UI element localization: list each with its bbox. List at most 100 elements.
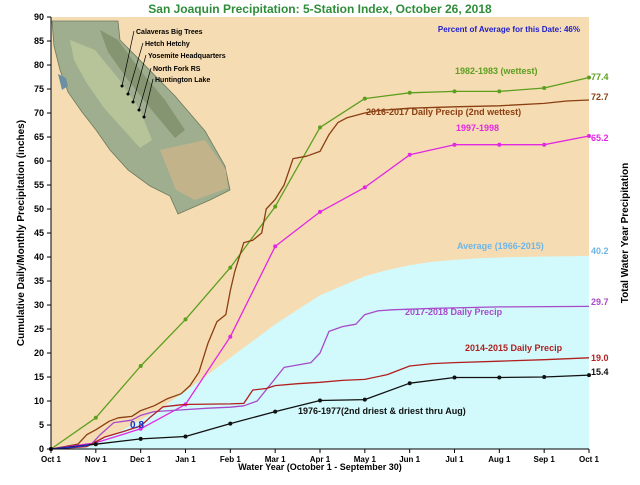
y-tick-label: 85 [34, 36, 44, 46]
station-marker [120, 84, 124, 88]
series-point-1982-1983-wettest [542, 86, 547, 90]
chart-title: San Joaquin Precipitation: 5-Station Ind… [148, 2, 492, 16]
y-tick-label: 20 [34, 348, 44, 358]
y-tick-label: 90 [34, 12, 44, 22]
series-point-1982-1983-wettest [273, 204, 278, 209]
sierra-nevada [100, 30, 185, 138]
station-label: Calaveras Big Trees [136, 29, 203, 36]
series-point-1997-1998 [587, 134, 591, 138]
station-label: North Fork RS [153, 66, 201, 73]
station-marker [131, 100, 135, 104]
series-label-2014-2015-daily-precip: 2014-2015 Daily Precip [465, 343, 563, 353]
y-tick-label: 25 [34, 324, 44, 334]
series-point-1997-1998 [542, 142, 547, 147]
series-point-1997-1998 [407, 152, 412, 157]
series-total-2014-2015-daily-precip: 19.0 [591, 353, 609, 363]
series-total-1997-1998: 65.2 [591, 133, 609, 143]
station-leader-line [132, 54, 147, 103]
series-point-1982-1983-wettest [138, 364, 143, 368]
station-label: Hetch Hetchy [145, 41, 190, 48]
series-point-1976-1977-2nd-driest-driest-thru-aug [138, 436, 143, 441]
series-point-1997-1998 [228, 334, 233, 339]
station-leader-line [138, 67, 152, 111]
x-tick-label: Dec 1 [130, 455, 152, 464]
series-point-1997-1998 [452, 142, 457, 147]
california-inset-map [51, 20, 231, 215]
series-point-1976-1977-2nd-driest-driest-thru-aug [228, 421, 233, 426]
series-point-1997-1998 [318, 209, 322, 214]
series-point-1976-1977-2nd-driest-driest-thru-aug [407, 381, 412, 386]
series-labels: Average (1966-2015) 40.2 1982-1983 (wettes… [130, 66, 609, 431]
station-leader-line [143, 78, 154, 118]
y-tick-label: 30 [34, 300, 44, 310]
series-total-2016-2017-daily-precip-2nd-wettest: 72.7 [591, 92, 609, 102]
x-tick-label: Mar 1 [265, 455, 286, 464]
series-label-2016-2017-daily-precip-2nd-wettest: 2016-2017 Daily Precip (2nd wettest) [366, 107, 521, 117]
x-tick-group: Oct 1 Nov 1 Dec 1 Jan 1 Feb 1 Mar 1 Apr 1 May 1… [41, 449, 600, 464]
y-tick-label: 75 [34, 84, 44, 94]
series-point-1997-1998 [497, 142, 502, 147]
series-point-1982-1983-wettest [587, 75, 591, 80]
series-point-1982-1983-wettest [228, 265, 233, 270]
series-point-1982-1983-wettest [318, 125, 322, 130]
station-label: Huntington Lake [155, 77, 210, 84]
station-marker [142, 115, 146, 119]
chart-subtitle: Percent of Average for this Date: 46% [438, 25, 580, 34]
y-tick-label: 80 [34, 60, 44, 70]
series-point-1976-1977-2nd-driest-driest-thru-aug [497, 375, 502, 380]
right-axis-label: Total Water Year Precipitation [620, 163, 631, 303]
series-point-1976-1977-2nd-driest-driest-thru-aug [452, 375, 457, 380]
station-leader-line [121, 30, 135, 87]
series-line-2016-2017-daily-precip-2nd-wettest [50, 99, 590, 450]
x-tick-label: Sep 1 [533, 455, 555, 464]
series-point-1976-1977-2nd-driest-driest-thru-aug [542, 375, 547, 379]
marks-layer [49, 75, 591, 451]
series-line-2018-2019-current [50, 444, 89, 450]
x-tick-label: Jun 1 [399, 455, 420, 464]
inset-labels: Calaveras Big Trees Hetch Hetchy Yosemite … [120, 29, 226, 119]
x-tick-label: Jul 1 [445, 455, 464, 464]
series-point-1976-1977-2nd-driest-driest-thru-aug [273, 409, 278, 414]
x-axis-label: Water Year (October 1 - September 30) [238, 462, 402, 472]
series-line-2017-2018-daily-precip [50, 305, 590, 450]
series-point-1976-1977-2nd-driest-driest-thru-aug [318, 398, 322, 403]
station-leader-line [127, 42, 144, 95]
series-point-1976-1977-2nd-driest-driest-thru-aug [362, 397, 367, 402]
series-label-average-1966-2015: Average (1966-2015) [457, 241, 544, 251]
axes: Oct 1 Nov 1 Dec 1 Jan 1 Feb 1 Mar 1 Apr 1 May 1… [34, 12, 600, 464]
station-marker [126, 92, 130, 96]
x-tick-label: Oct 1 [41, 455, 62, 464]
series-total-2017-2018-daily-precip: 29.7 [591, 297, 609, 307]
series-total-average-1966-2015: 40.2 [591, 246, 609, 256]
y-tick-label: 60 [34, 156, 44, 166]
y-tick-label: 0 [39, 444, 44, 454]
current-year-value: 0.8 [130, 420, 144, 431]
y-tick-label: 5 [39, 420, 44, 430]
station-marker [137, 108, 141, 112]
y-tick-label: 70 [34, 108, 44, 118]
series-point-1982-1983-wettest [407, 90, 412, 95]
series-label-1982-1983-wettest: 1982-1983 (wettest) [455, 66, 538, 76]
x-tick-label: Oct 1 [579, 455, 600, 464]
station-label: Yosemite Headquarters [148, 53, 226, 60]
series-line-2014-2015-daily-precip [50, 357, 590, 450]
series-point-1976-1977-2nd-driest-driest-thru-aug [183, 434, 188, 439]
series-point-1982-1983-wettest [183, 317, 188, 322]
y-axis-label: Cumulative Daily/Monthly Precipitation (… [16, 120, 27, 346]
series-point-1997-1998 [362, 185, 367, 190]
central-valley [70, 40, 152, 148]
y-tick-label: 45 [34, 228, 44, 238]
series-label-1997-1998: 1997-1998 [456, 123, 499, 133]
y-tick-group: 0 5 10 15 20 25 30 35 40 45 50 55 60 65 70 75 80 85 90 [34, 12, 51, 454]
y-tick-label: 55 [34, 180, 44, 190]
x-tick-label: Nov 1 [85, 455, 107, 464]
y-tick-label: 10 [34, 396, 44, 406]
y-tick-label: 40 [34, 252, 44, 262]
series-point-1997-1998 [273, 244, 278, 249]
x-tick-label: Aug 1 [488, 455, 511, 464]
series-point-1997-1998 [138, 426, 143, 431]
y-tick-label: 65 [34, 132, 44, 142]
series-total-1982-1983-wettest: 77.4 [591, 72, 609, 82]
series-point-1976-1977-2nd-driest-driest-thru-aug [587, 373, 591, 378]
